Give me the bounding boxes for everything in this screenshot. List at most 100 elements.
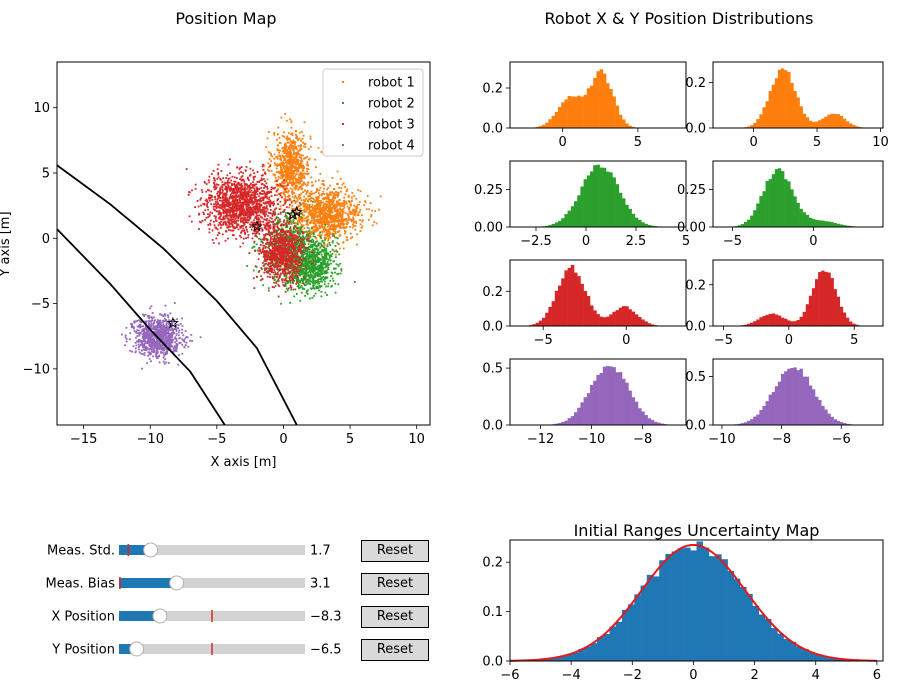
scatter-point (244, 200, 247, 203)
scatter-point (305, 235, 307, 238)
scatter-point (311, 251, 314, 254)
scatter-point (258, 269, 261, 272)
scatter-point (333, 215, 336, 218)
scatter-point (335, 210, 338, 213)
scatter-point (294, 229, 297, 232)
scatter-point (268, 190, 271, 193)
scatter-point (353, 221, 355, 224)
scatter-point (314, 268, 317, 271)
scatter-point (278, 151, 281, 154)
scatter-point (240, 176, 243, 179)
scatter-point (268, 192, 270, 194)
scatter-point (224, 181, 227, 184)
scatter-point (236, 226, 238, 229)
scatter-point (292, 145, 295, 147)
scatter-point (224, 215, 227, 218)
scatter-point (247, 184, 250, 187)
scatter-point (300, 219, 303, 222)
scatter-point (325, 250, 328, 252)
scatter-point (292, 282, 295, 285)
scatter-point (228, 220, 230, 223)
scatter-point (295, 240, 298, 243)
scatter-point (283, 273, 286, 276)
scatter-point (291, 222, 293, 225)
scatter-point (245, 204, 248, 207)
scatter-point (300, 177, 303, 180)
scatter-point (322, 214, 325, 217)
scatter-point (245, 166, 248, 168)
scatter-point (316, 281, 319, 284)
scatter-point (325, 253, 328, 256)
scatter-point (310, 231, 312, 234)
scatter-point (208, 215, 211, 217)
scatter-point (292, 179, 295, 182)
scatter-point (291, 204, 294, 207)
scatter-point (325, 256, 328, 259)
scatter-point (225, 199, 228, 202)
scatter-point (268, 227, 271, 230)
scatter-point (215, 186, 218, 189)
scatter-point (228, 158, 231, 161)
scatter-point (313, 255, 316, 258)
scatter-point (303, 172, 306, 175)
scatter-point (282, 221, 285, 223)
scatter-point (332, 202, 334, 205)
scatter-point (261, 216, 263, 219)
scatter-point (348, 200, 350, 202)
scatter-point (307, 195, 309, 198)
scatter-point (292, 192, 295, 195)
scatter-point (273, 281, 275, 284)
scatter-point (328, 194, 331, 196)
scatter-point (348, 208, 350, 210)
scatter-point (264, 193, 267, 196)
scatter-point (234, 221, 237, 224)
scatter-point (235, 187, 238, 190)
scatter-point (309, 256, 312, 259)
scatter-point (298, 272, 301, 275)
scatter-point (226, 182, 228, 185)
scatter-point (236, 223, 239, 226)
scatter-point (250, 189, 253, 192)
scatter-point (289, 177, 292, 180)
scatter-point (291, 160, 294, 163)
scatter-point (204, 209, 207, 212)
scatter-point (353, 214, 356, 217)
scatter-point (306, 161, 309, 164)
scatter-point (297, 153, 300, 156)
scatter-point (227, 202, 230, 204)
scatter-point (256, 211, 259, 214)
scatter-point (304, 243, 307, 246)
scatter-point (355, 210, 358, 213)
scatter-point (286, 135, 289, 138)
scatter-point (297, 240, 299, 243)
scatter-point (304, 274, 307, 277)
scatter-point (267, 268, 270, 270)
scatter-point (245, 218, 248, 221)
scatter-point (323, 244, 326, 247)
scatter-point (325, 218, 328, 220)
scatter-point (245, 209, 248, 212)
scatter-point (286, 137, 289, 140)
scatter-point (313, 229, 316, 232)
scatter-point (240, 231, 242, 234)
scatter-point (236, 224, 238, 227)
scatter-point (262, 196, 265, 199)
scatter-point (312, 184, 314, 187)
scatter-point (318, 280, 321, 283)
scatter-point (218, 211, 221, 214)
scatter-point (349, 225, 352, 228)
scatter-point (262, 284, 265, 287)
scatter-point (336, 204, 339, 207)
scatter-point (250, 228, 253, 231)
x-tick-label: −10 (137, 432, 164, 447)
scatter-point (229, 208, 232, 211)
scatter-point (300, 139, 302, 142)
scatter-point (329, 184, 332, 187)
scatter-point (220, 185, 223, 188)
scatter-point (317, 205, 319, 208)
scatter-point (298, 188, 301, 190)
scatter-point (364, 201, 367, 204)
scatter-point (322, 183, 325, 186)
scatter-point (243, 182, 246, 185)
scatter-point (315, 263, 317, 265)
